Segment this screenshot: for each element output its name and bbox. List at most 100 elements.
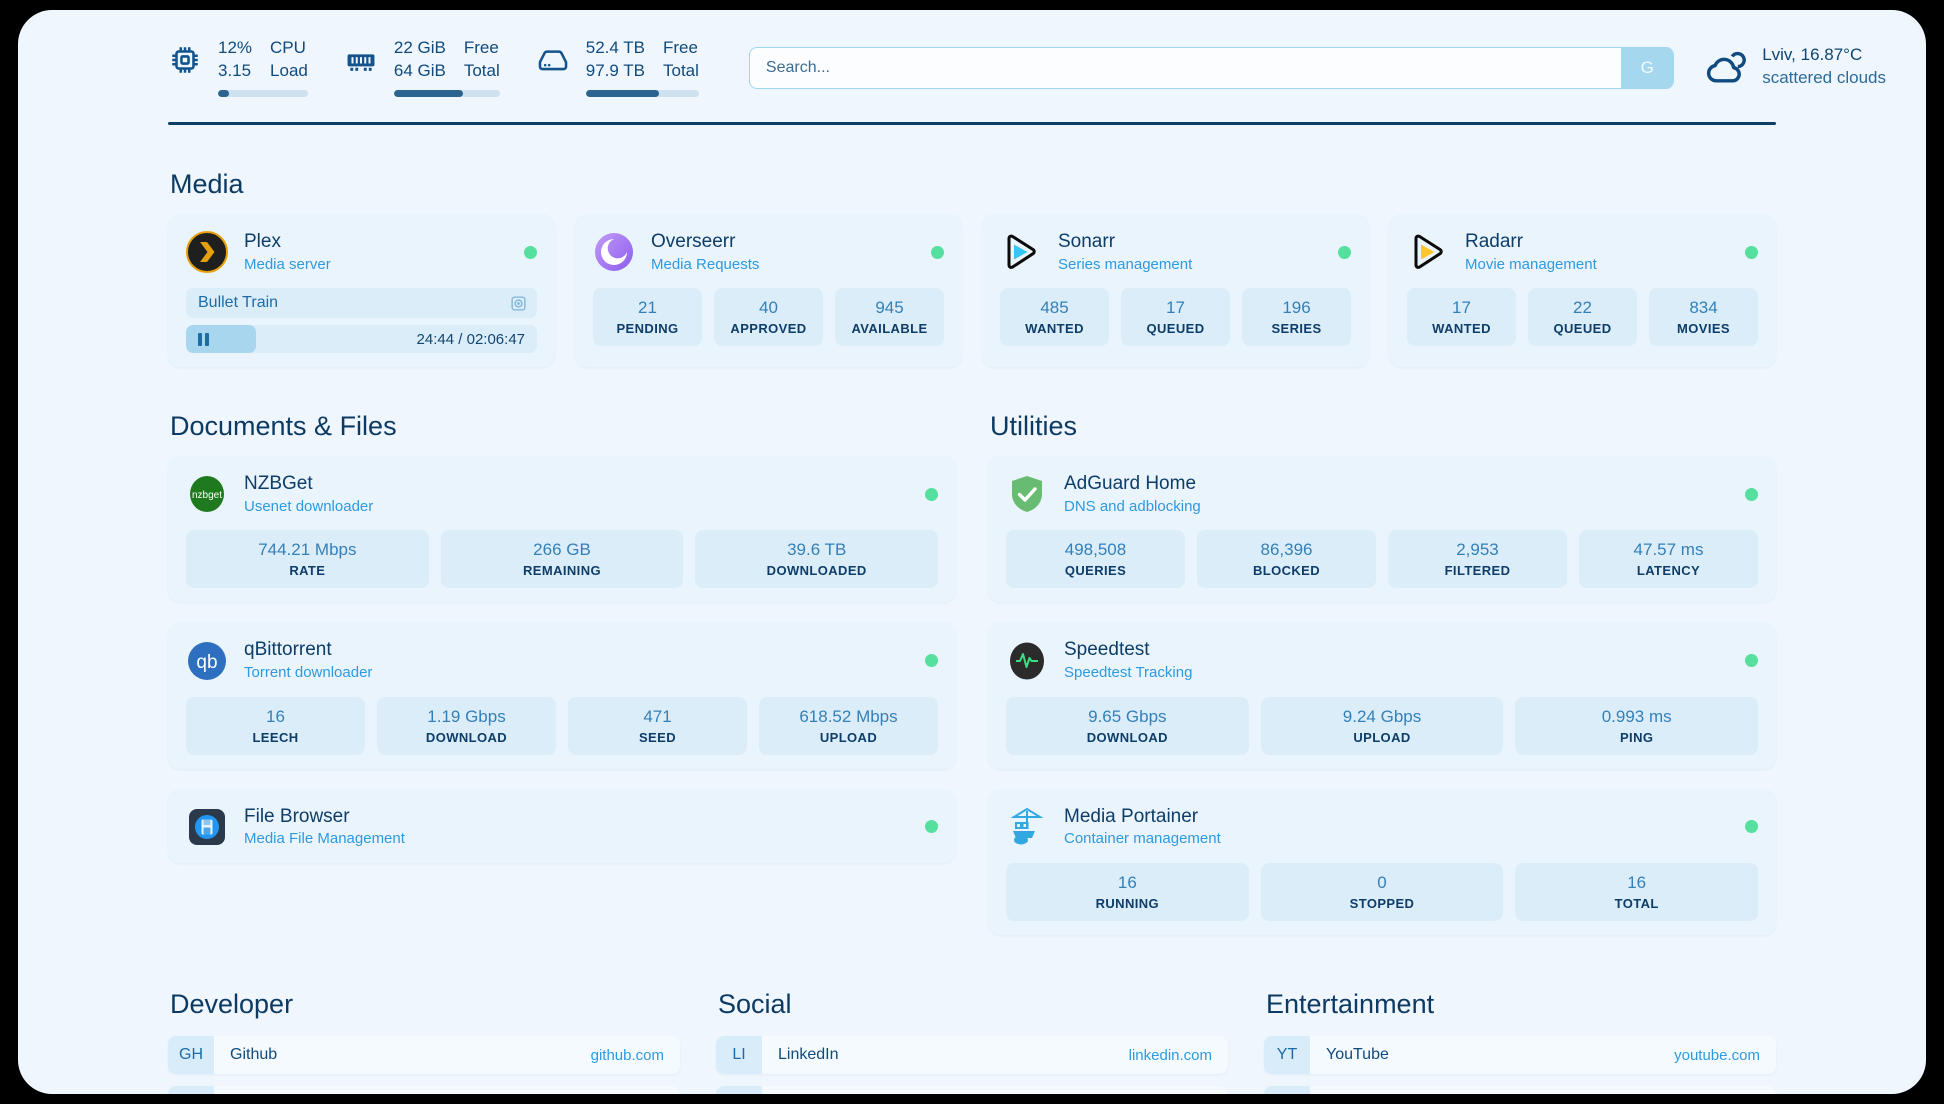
service-card-nzbget[interactable]: nzbget NZBGet Usenet downloader 74 xyxy=(168,456,956,603)
disk-label-2: Total xyxy=(663,60,699,80)
service-card-overseerr[interactable]: Overseerr Media Requests 21 PENDING 40 A… xyxy=(575,214,962,368)
bookmark-item-stackoverflow[interactable]: SO StackOverflow stackoverflow.com xyxy=(168,1086,680,1094)
memory-widget: 22 GiB 64 GiB Free Total xyxy=(344,37,500,97)
cpu-widget: 12% 3.15 CPU Load xyxy=(168,37,308,97)
portainer-icon xyxy=(1006,806,1048,848)
bookmark-url: stackoverflow.com xyxy=(541,1086,680,1094)
disk-icon xyxy=(536,43,570,77)
service-card-plex[interactable]: Plex Media server Bullet Train xyxy=(168,214,555,368)
service-name: File Browser xyxy=(244,805,350,827)
stat-label: QUERIES xyxy=(1064,563,1127,579)
service-card-qbittorrent[interactable]: qb qBittorrent Torrent downloader xyxy=(168,622,956,769)
bookmark-item-linkedin[interactable]: LI LinkedIn linkedin.com xyxy=(716,1036,1228,1075)
now-playing-row[interactable]: Bullet Train xyxy=(186,288,537,319)
stat-item: 485 WANTED xyxy=(1000,288,1109,347)
bookmark-abbr: NF xyxy=(1264,1086,1310,1094)
memory-label-1: Free xyxy=(463,38,499,58)
stat-value: 39.6 TB xyxy=(787,540,847,560)
bookmark-abbr: TW xyxy=(716,1086,762,1094)
stat-label: AVAILABLE xyxy=(851,321,928,337)
service-card-sonarr[interactable]: Sonarr Series management 485 WANTED 17 Q… xyxy=(982,214,1369,368)
pause-icon[interactable] xyxy=(198,332,211,346)
stat-value: 498,508 xyxy=(1064,540,1127,560)
documents-column: Documents & Files nzbget xyxy=(168,367,956,935)
stat-item: 16 RUNNING xyxy=(1006,862,1249,922)
documents-card-stack: nzbget NZBGet Usenet downloader 74 xyxy=(168,456,956,863)
stat-label: WANTED xyxy=(1025,321,1084,337)
file-browser-icon xyxy=(186,806,228,848)
search-box[interactable]: G xyxy=(748,47,1675,89)
stat-label: UPLOAD xyxy=(819,729,878,745)
bookmark-name: Twitter xyxy=(762,1086,1140,1094)
search-input[interactable] xyxy=(749,48,1622,88)
playback-progress-bar[interactable]: 24:44 / 02:06:47 xyxy=(186,325,537,354)
stat-item: 498,508 QUERIES xyxy=(1006,530,1185,589)
stat-value: 86,396 xyxy=(1260,540,1313,560)
progress-fill xyxy=(186,325,257,354)
service-card-adguard-home[interactable]: AdGuard Home DNS and adblocking 498,508 … xyxy=(988,456,1776,603)
stat-label: APPROVED xyxy=(730,321,807,337)
utilities-card-stack: AdGuard Home DNS and adblocking 498,508 … xyxy=(988,456,1776,936)
stat-value: 485 xyxy=(1040,298,1069,318)
search-submit-button[interactable]: G xyxy=(1621,48,1674,88)
stat-item: 16 TOTAL xyxy=(1515,862,1759,922)
stat-item: 47.57 ms LATENCY xyxy=(1579,530,1758,589)
status-badge xyxy=(1745,820,1758,834)
service-name: Plex xyxy=(244,231,281,252)
bookmark-list: GH Github github.com SO StackOverflow st… xyxy=(168,1036,680,1094)
card-header: AdGuard Home DNS and adblocking xyxy=(1006,472,1758,516)
stat-value: 9.65 Gbps xyxy=(1088,706,1167,726)
stat-value: 471 xyxy=(643,706,672,726)
bookmark-item-twitter[interactable]: TW Twitter twitter.com xyxy=(716,1086,1228,1094)
card-header: Sonarr Series management xyxy=(1000,230,1351,274)
stat-item: 471 SEED xyxy=(568,696,747,755)
speedtest-icon xyxy=(1006,640,1048,682)
stat-label: MOVIES xyxy=(1677,321,1730,337)
status-badge xyxy=(925,487,938,501)
playback-duration: 02:06:47 xyxy=(466,330,525,348)
section-title-documents: Documents & Files xyxy=(170,411,397,442)
bookmark-group-title: Social xyxy=(718,989,792,1020)
bookmark-group-title: Developer xyxy=(170,989,294,1020)
stat-item: 9.24 Gbps UPLOAD xyxy=(1260,696,1504,755)
bookmark-name: YouTube xyxy=(1326,1046,1389,1064)
status-badge xyxy=(524,245,537,259)
stat-item: 0 STOPPED xyxy=(1260,862,1504,922)
dashboard-content: Media Plex Media server xyxy=(18,169,1926,1094)
service-card-speedtest[interactable]: Speedtest Speedtest Tracking 9.65 Gbps D… xyxy=(988,622,1776,769)
stat-label: RUNNING xyxy=(1095,896,1160,912)
service-card-file-browser[interactable]: File Browser Media File Management xyxy=(168,788,956,863)
service-card-radarr[interactable]: Radarr Movie management 17 WANTED 22 QUE… xyxy=(1389,214,1776,368)
header-divider xyxy=(168,122,1776,125)
stat-value: 0 xyxy=(1377,872,1387,892)
bookmark-item-youtube[interactable]: YT YouTube youtube.com xyxy=(1264,1036,1776,1075)
stat-item: 22 QUEUED xyxy=(1528,288,1637,347)
stat-item: 1.19 Gbps DOWNLOAD xyxy=(377,696,556,755)
card-header: Media Portainer Container management xyxy=(1006,805,1758,849)
stat-label: QUEUED xyxy=(1553,321,1612,337)
stat-item: 834 MOVIES xyxy=(1649,288,1758,347)
stat-row: 744.21 Mbps RATE 266 GB REMAINING 39.6 T… xyxy=(186,530,939,589)
bookmark-name: Github xyxy=(230,1046,278,1064)
service-card-media-portainer[interactable]: Media Portainer Container management 16 … xyxy=(988,788,1776,936)
scattered-clouds-icon xyxy=(1704,47,1748,87)
bookmark-list: LI LinkedIn linkedin.com TW Twitter twit… xyxy=(716,1036,1228,1094)
bookmark-item-github[interactable]: GH Github github.com xyxy=(168,1036,680,1075)
stat-item: 196 SERIES xyxy=(1242,288,1351,347)
bookmark-name: LinkedIn xyxy=(778,1046,839,1064)
stat-item: 266 GB REMAINING xyxy=(440,530,684,589)
status-badge xyxy=(1745,487,1758,501)
service-subtitle: Media File Management xyxy=(244,830,405,848)
memory-free: 22 GiB xyxy=(393,38,446,58)
bookmark-url: youtube.com xyxy=(1674,1046,1760,1064)
section-title-media: Media xyxy=(170,169,244,199)
service-name: Radarr xyxy=(1465,231,1524,252)
bookmark-url: linkedin.com xyxy=(1128,1046,1212,1064)
playback-elapsed: 24:44 xyxy=(416,330,455,348)
bookmark-group-developer: Developer GH Github github.com SO StackO… xyxy=(168,945,680,1094)
bookmark-abbr: YT xyxy=(1264,1036,1310,1075)
bookmark-item-netflix[interactable]: NF Netflix netflix.com xyxy=(1264,1086,1776,1094)
cast-icon[interactable] xyxy=(510,295,527,312)
card-header: File Browser Media File Management xyxy=(186,805,938,849)
service-subtitle: Usenet downloader xyxy=(244,497,374,515)
